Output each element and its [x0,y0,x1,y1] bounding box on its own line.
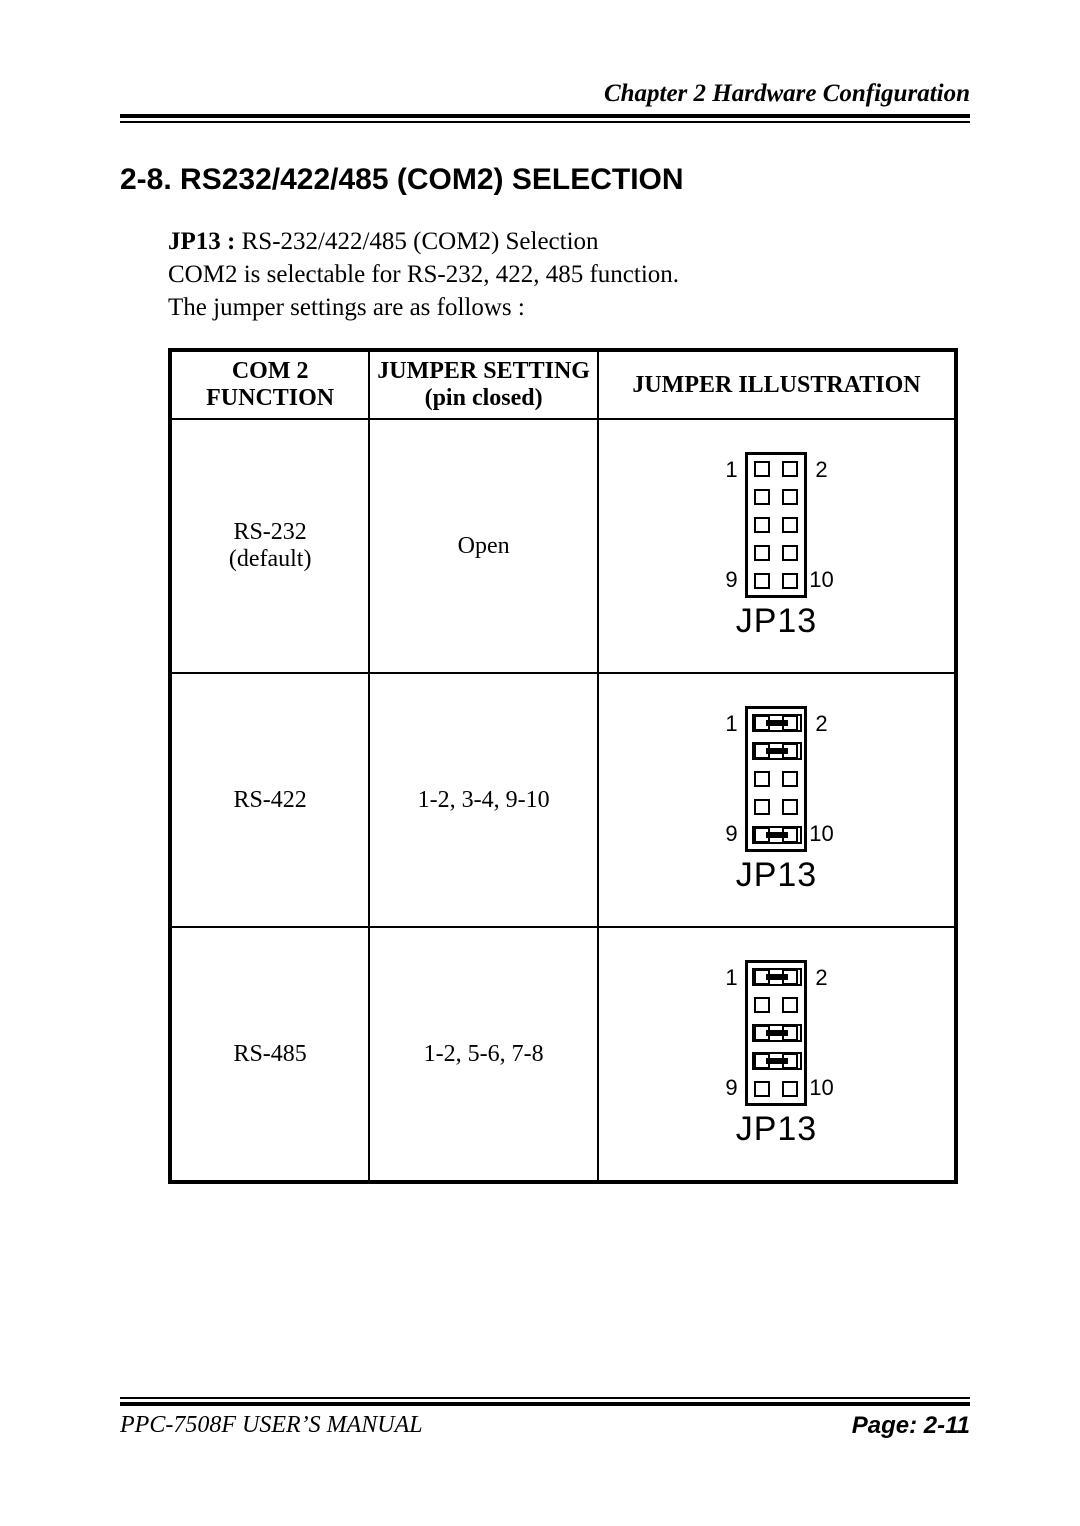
cell-function: RS-485 [170,927,369,1182]
pin-label-bot-left: 9 [717,567,745,593]
pin-label-bot-right: 10 [807,821,835,847]
col3-l1: JUMPER ILLUSTRATION [603,372,950,399]
pin [776,539,804,567]
pin [776,1019,804,1047]
pin [776,1075,804,1103]
cell-function: RS-232(default) [170,419,369,673]
pin [748,821,776,849]
pin [748,511,776,539]
lead-line: JP13 : RS-232/422/485 (COM2) Selection [168,225,970,258]
footer-manual: PPC-7508F USER’S MANUAL [120,1412,423,1440]
table-header-row: COM 2 FUNCTION JUMPER SETTING (pin close… [170,350,956,419]
pin [776,483,804,511]
footer-page: Page: 2-11 [852,1412,970,1440]
pin [748,1019,776,1047]
pin-label-top-left: 1 [717,711,745,737]
table-row: RS-4221-2, 3-4, 9-10 1 9 2 10 JP13 [170,673,956,927]
col-header-illustration: JUMPER ILLUSTRATION [598,350,956,419]
func-line1: RS-485 [176,1041,364,1068]
func-line1: RS-232 [176,519,364,546]
chapter-header: Chapter 2 Hardware Configuration [120,80,970,114]
header-rule [120,114,970,123]
jumper-illustration: 1 9 2 10 JP13 [717,706,835,895]
jumper-table: COM 2 FUNCTION JUMPER SETTING (pin close… [168,348,958,1184]
pin [776,737,804,765]
pin-label-top-left: 1 [717,965,745,991]
pin [776,765,804,793]
pin-label-bot-right: 10 [807,567,835,593]
pin [748,765,776,793]
pin [776,793,804,821]
pin [748,963,776,991]
func-line2: (default) [176,546,364,573]
pin-label-top-right: 2 [807,965,835,991]
col1-l1: COM 2 [176,358,364,385]
cell-illustration: 1 9 2 10 JP13 [598,673,956,927]
jumper-name-label: JP13 [717,602,835,641]
pin [748,1047,776,1075]
jp13-label: JP13 : [168,228,235,255]
pin [748,455,776,483]
pin-label-bot-right: 10 [807,1075,835,1101]
pin-grid [745,960,807,1106]
pin-grid [745,706,807,852]
cell-setting: Open [369,419,598,673]
pin [748,1075,776,1103]
pin-grid [745,452,807,598]
jumper-illustration: 1 9 2 10 JP13 [717,452,835,641]
pin [748,567,776,595]
pin [748,793,776,821]
cell-setting: 1-2, 3-4, 9-10 [369,673,598,927]
pin [748,539,776,567]
cell-setting: 1-2, 5-6, 7-8 [369,927,598,1182]
pin [748,991,776,1019]
footer-rule [120,1397,970,1406]
col1-l2: FUNCTION [176,385,364,412]
jumper-name-label: JP13 [717,856,835,895]
pin [776,567,804,595]
section-body: JP13 : RS-232/422/485 (COM2) Selection C… [168,225,970,324]
pin-label-bot-left: 9 [717,1075,745,1101]
section-heading: 2-8. RS232/422/485 (COM2) SELECTION [120,163,970,197]
pin-label-top-right: 2 [807,457,835,483]
pin [776,963,804,991]
pin [776,455,804,483]
col-header-function: COM 2 FUNCTION [170,350,369,419]
pin [776,511,804,539]
jumper-illustration: 1 9 2 10 JP13 [717,960,835,1149]
cell-illustration: 1 9 2 10 JP13 [598,927,956,1182]
pin [748,709,776,737]
pin [776,1047,804,1075]
lead-rest: RS-232/422/485 (COM2) Selection [235,228,598,255]
pin [748,483,776,511]
table-row: RS-4851-2, 5-6, 7-8 1 9 2 10 JP13 [170,927,956,1182]
cell-function: RS-422 [170,673,369,927]
pin [776,991,804,1019]
col-header-setting: JUMPER SETTING (pin closed) [369,350,598,419]
pin [748,737,776,765]
pin-label-top-left: 1 [717,457,745,483]
body-line-3: The jumper settings are as follows : [168,291,970,324]
func-line1: RS-422 [176,787,364,814]
pin [776,821,804,849]
body-line-2: COM2 is selectable for RS-232, 422, 485 … [168,258,970,291]
col2-l2: (pin closed) [374,385,593,412]
page-footer: PPC-7508F USER’S MANUAL Page: 2-11 [120,1397,970,1440]
jumper-name-label: JP13 [717,1110,835,1149]
pin-label-bot-left: 9 [717,821,745,847]
pin [776,709,804,737]
page: Chapter 2 Hardware Configuration 2-8. RS… [0,0,1080,1526]
cell-illustration: 1 9 2 10 JP13 [598,419,956,673]
table-row: RS-232(default)Open 1 9 2 10 JP13 [170,419,956,673]
footer-row: PPC-7508F USER’S MANUAL Page: 2-11 [120,1412,970,1440]
pin-label-top-right: 2 [807,711,835,737]
col2-l1: JUMPER SETTING [374,358,593,385]
